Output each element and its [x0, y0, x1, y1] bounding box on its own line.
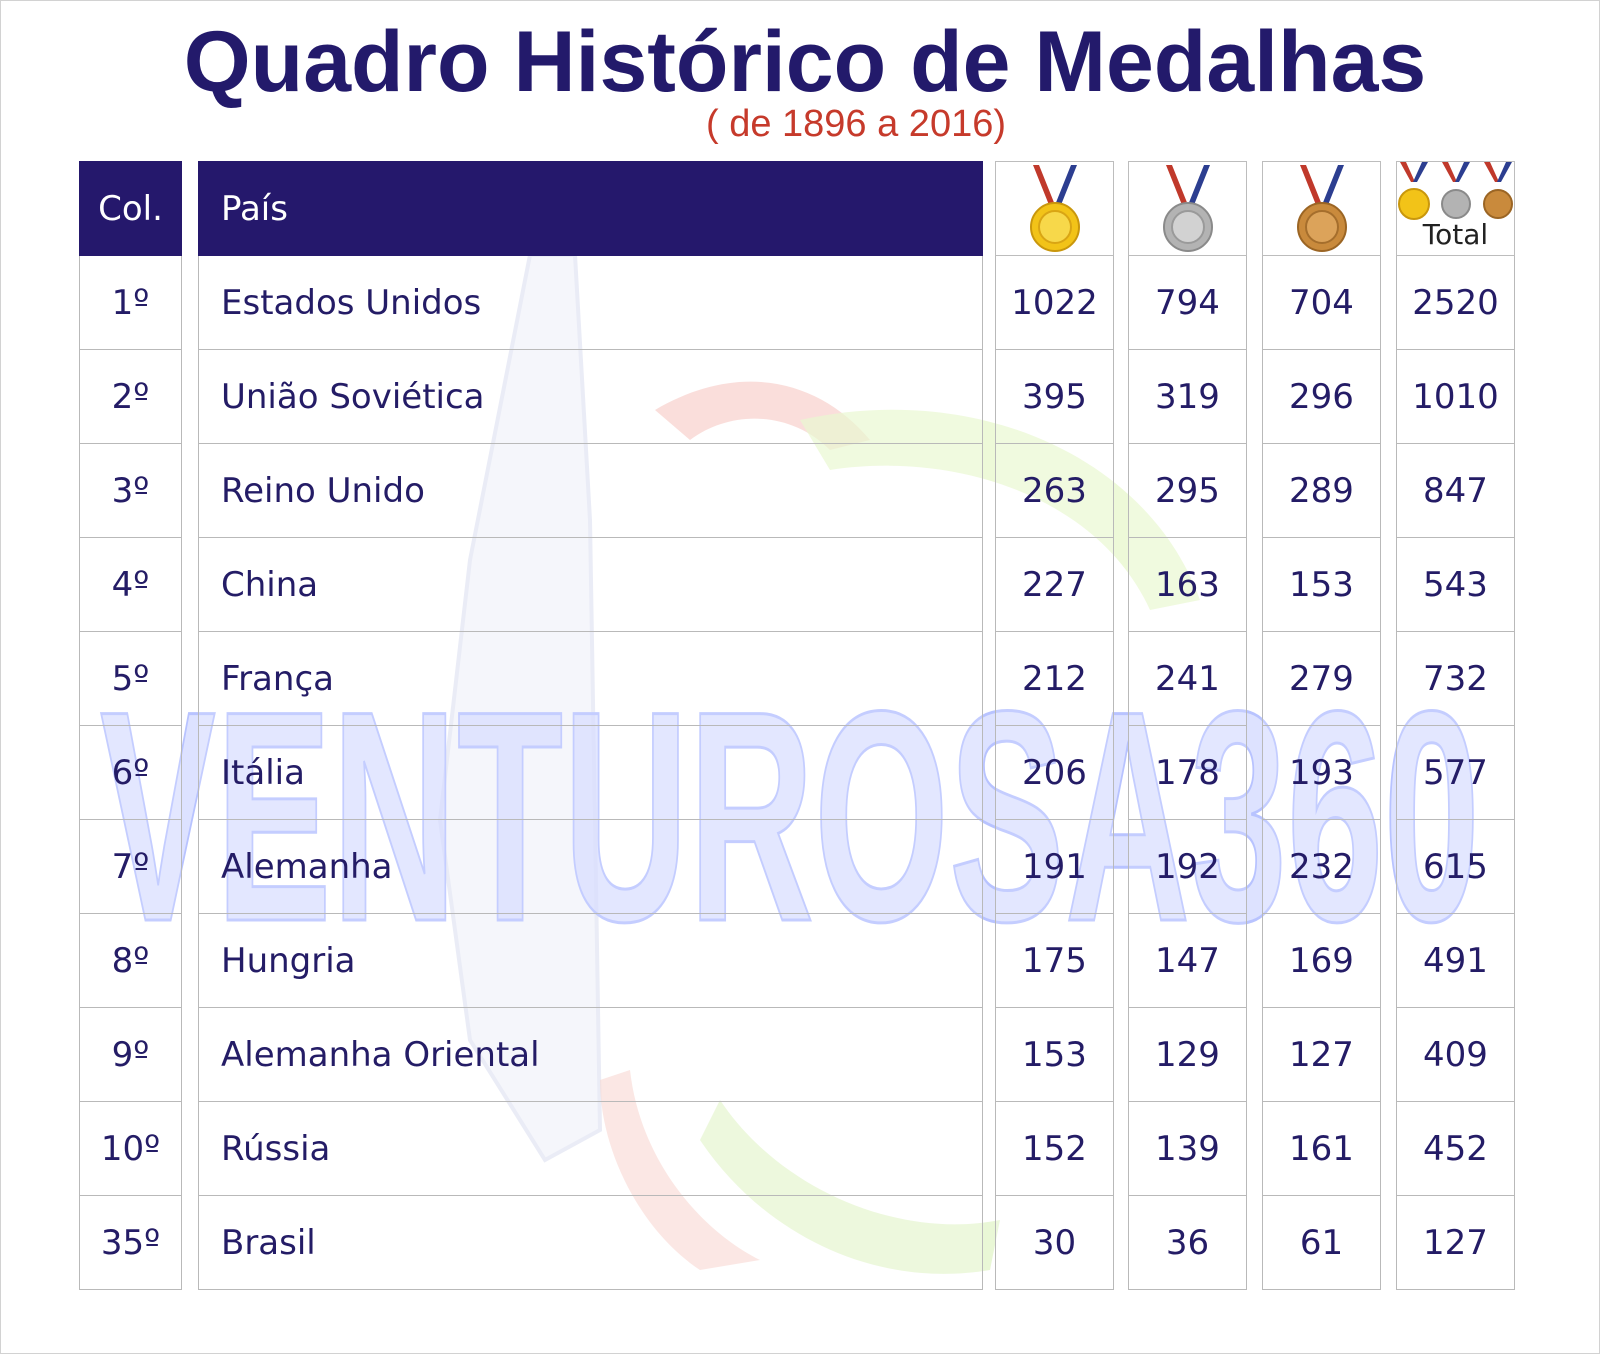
- rank-cell: 7º: [79, 820, 182, 914]
- silver-count-cell: 139: [1128, 1102, 1247, 1196]
- gold-count-cell: 175: [995, 914, 1114, 1008]
- gold-count-cell: 30: [995, 1196, 1114, 1290]
- gold-medal-icon: [1029, 164, 1080, 252]
- silver-count-cell: 36: [1128, 1196, 1247, 1290]
- total-count-cell: 1010: [1396, 350, 1515, 444]
- bronze-count-cell: 289: [1262, 444, 1381, 538]
- silver-count-cell: 794: [1128, 256, 1247, 350]
- silver-count-cell: 241: [1128, 632, 1247, 726]
- country-cell: Rússia: [198, 1102, 983, 1196]
- page-subtitle: ( de 1896 a 2016): [705, 103, 1006, 145]
- gold-count-cell: 206: [995, 726, 1114, 820]
- silver-count-cell: 192: [1128, 820, 1247, 914]
- gold-count-cell: 191: [995, 820, 1114, 914]
- rank-cell: 2º: [79, 350, 182, 444]
- silver-count-cell: 129: [1128, 1008, 1247, 1102]
- page-title: Quadro Histórico de Medalhas: [183, 14, 1427, 110]
- rank-cell: 10º: [79, 1102, 182, 1196]
- rank-cell: 9º: [79, 1008, 182, 1102]
- rank-header: Col.: [79, 161, 182, 256]
- total-count-cell: 491: [1396, 914, 1515, 1008]
- country-cell: União Soviética: [198, 350, 983, 444]
- country-cell: Alemanha: [198, 820, 983, 914]
- gold-count-cell: 153: [995, 1008, 1114, 1102]
- total-count-cell: 127: [1396, 1196, 1515, 1290]
- country-cell: Alemanha Oriental: [198, 1008, 983, 1102]
- silver-count-cell: 147: [1128, 914, 1247, 1008]
- gold-count-cell: 152: [995, 1102, 1114, 1196]
- total-count-cell: 615: [1396, 820, 1515, 914]
- silver-count-cell: 295: [1128, 444, 1247, 538]
- total-count-cell: 2520: [1396, 256, 1515, 350]
- total-count-cell: 577: [1396, 726, 1515, 820]
- total-count-cell: 543: [1396, 538, 1515, 632]
- country-cell: Estados Unidos: [198, 256, 983, 350]
- bronze-medal-icon: [1296, 164, 1347, 252]
- country-column: País Estados Unidos União Soviética Reino …: [198, 161, 983, 1290]
- bronze-count-cell: 127: [1262, 1008, 1381, 1102]
- rank-cell: 3º: [79, 444, 182, 538]
- total-count-cell: 452: [1396, 1102, 1515, 1196]
- rank-cell: 5º: [79, 632, 182, 726]
- gold-header: [995, 161, 1114, 256]
- country-cell: Itália: [198, 726, 983, 820]
- rank-cell: 35º: [79, 1196, 182, 1290]
- country-cell: Brasil: [198, 1196, 983, 1290]
- total-column: Total 2520 1010 847 543 732 577 615 491 409 452 12…: [1396, 161, 1515, 1290]
- silver-count-cell: 163: [1128, 538, 1247, 632]
- gold-count-cell: 1022: [995, 256, 1114, 350]
- rank-cell: 4º: [79, 538, 182, 632]
- total-count-cell: 847: [1396, 444, 1515, 538]
- bronze-count-cell: 193: [1262, 726, 1381, 820]
- bronze-count-cell: 153: [1262, 538, 1381, 632]
- bronze-count-cell: 704: [1262, 256, 1381, 350]
- bronze-column: 704 296 289 153 279 193 232 169 127 161 61: [1262, 161, 1381, 1290]
- total-header-label: Total: [1422, 218, 1489, 251]
- country-cell: China: [198, 538, 983, 632]
- rank-column: Col. 1º 2º 3º 4º 5º 6º 7º 8º 9º 10º 35º: [79, 161, 182, 1290]
- bronze-count-cell: 169: [1262, 914, 1381, 1008]
- country-cell: Hungria: [198, 914, 983, 1008]
- total-header: Total: [1396, 161, 1515, 256]
- three-medals-icon: [1398, 162, 1513, 220]
- bronze-count-cell: 61: [1262, 1196, 1381, 1290]
- total-count-cell: 732: [1396, 632, 1515, 726]
- silver-medal-icon: [1162, 164, 1213, 252]
- total-count-cell: 409: [1396, 1008, 1515, 1102]
- country-cell: Reino Unido: [198, 444, 983, 538]
- silver-count-cell: 319: [1128, 350, 1247, 444]
- rank-cell: 1º: [79, 256, 182, 350]
- silver-column: 794 319 295 163 241 178 192 147 129 139 36: [1128, 161, 1247, 1290]
- gold-count-cell: 227: [995, 538, 1114, 632]
- rank-cell: 6º: [79, 726, 182, 820]
- bronze-header: [1262, 161, 1381, 256]
- bronze-count-cell: 232: [1262, 820, 1381, 914]
- gold-count-cell: 212: [995, 632, 1114, 726]
- country-header: País: [198, 161, 983, 256]
- bronze-count-cell: 296: [1262, 350, 1381, 444]
- silver-count-cell: 178: [1128, 726, 1247, 820]
- silver-header: [1128, 161, 1247, 256]
- rank-cell: 8º: [79, 914, 182, 1008]
- bronze-count-cell: 279: [1262, 632, 1381, 726]
- bronze-count-cell: 161: [1262, 1102, 1381, 1196]
- gold-count-cell: 395: [995, 350, 1114, 444]
- gold-column: 1022 395 263 227 212 206 191 175 153 152 30: [995, 161, 1114, 1290]
- country-cell: França: [198, 632, 983, 726]
- gold-count-cell: 263: [995, 444, 1114, 538]
